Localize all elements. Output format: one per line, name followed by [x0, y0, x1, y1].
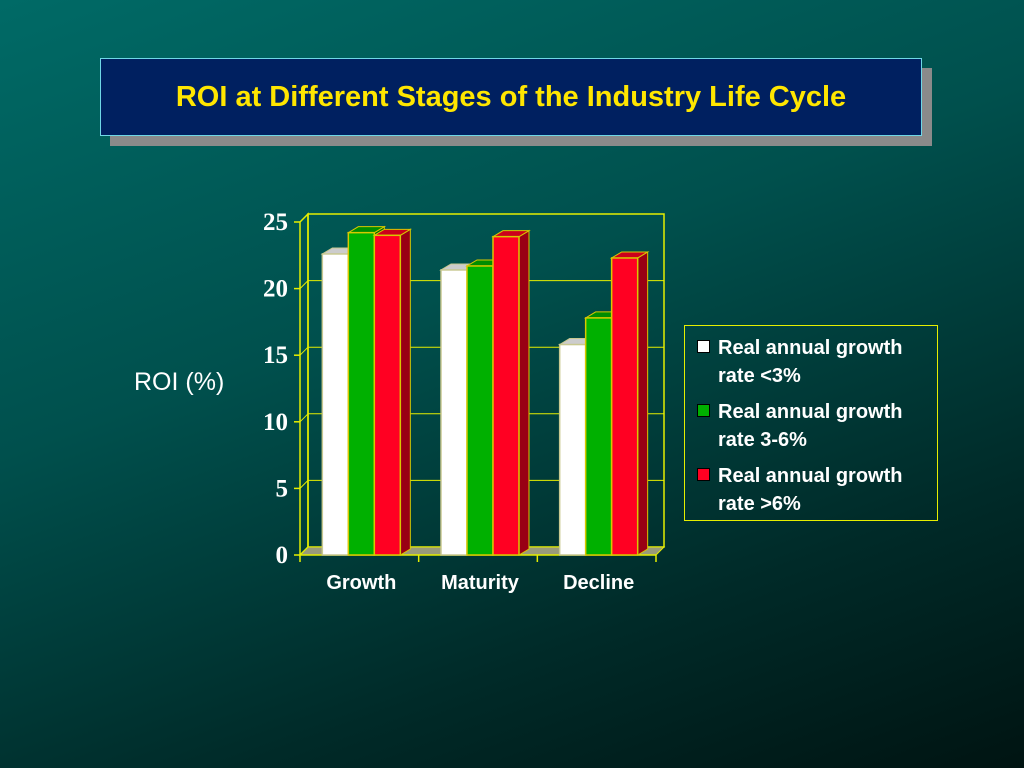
legend-swatch-red: [697, 468, 710, 481]
bar: [610, 257, 639, 556]
x-tick-label: Decline: [563, 572, 634, 594]
bar: [558, 343, 587, 556]
bar: [347, 231, 376, 556]
side-wall: [299, 212, 309, 557]
gridline-side: [299, 213, 309, 223]
y-tick-label: 10: [263, 409, 288, 436]
legend-swatch-green: [697, 404, 710, 417]
y-tick-label: 15: [263, 342, 288, 369]
legend: Real annual growth rate <3% Real annual …: [684, 325, 938, 521]
legend-item: Real annual growth rate >6%: [697, 462, 937, 518]
legend-item: Real annual growth rate 3-6%: [697, 398, 937, 454]
chart-title: ROI at Different Stages of the Industry …: [175, 80, 847, 113]
gridline-side: [299, 280, 309, 289]
bar: [584, 317, 613, 556]
bar: [373, 234, 402, 556]
x-tick-label: Growth: [326, 572, 396, 594]
y-axis-label: ROI (%): [134, 368, 225, 396]
legend-swatch-white: [697, 340, 710, 353]
gridline-side: [299, 413, 309, 423]
bar-side: [637, 251, 649, 556]
legend-item: Real annual growth rate <3%: [697, 334, 937, 390]
legend-label: Real annual growth rate <3%: [718, 337, 903, 387]
y-tick-label: 0: [276, 542, 289, 569]
bar: [440, 269, 468, 556]
gridline-side: [299, 346, 309, 356]
gridline-side: [299, 546, 309, 556]
bar-side: [518, 229, 530, 556]
y-tick-label: 5: [276, 475, 289, 502]
bar: [321, 253, 350, 556]
bar-side: [399, 228, 411, 556]
bar: [492, 235, 520, 556]
legend-label: Real annual growth rate >6%: [718, 465, 903, 515]
y-tick-label: 25: [263, 209, 288, 236]
x-tick-label: Maturity: [441, 572, 520, 594]
gridline-side: [299, 480, 309, 489]
bar: [466, 265, 494, 556]
title-box: ROI at Different Stages of the Industry …: [100, 58, 922, 136]
legend-label: Real annual growth rate 3-6%: [718, 401, 903, 451]
y-tick-label: 20: [263, 276, 288, 303]
